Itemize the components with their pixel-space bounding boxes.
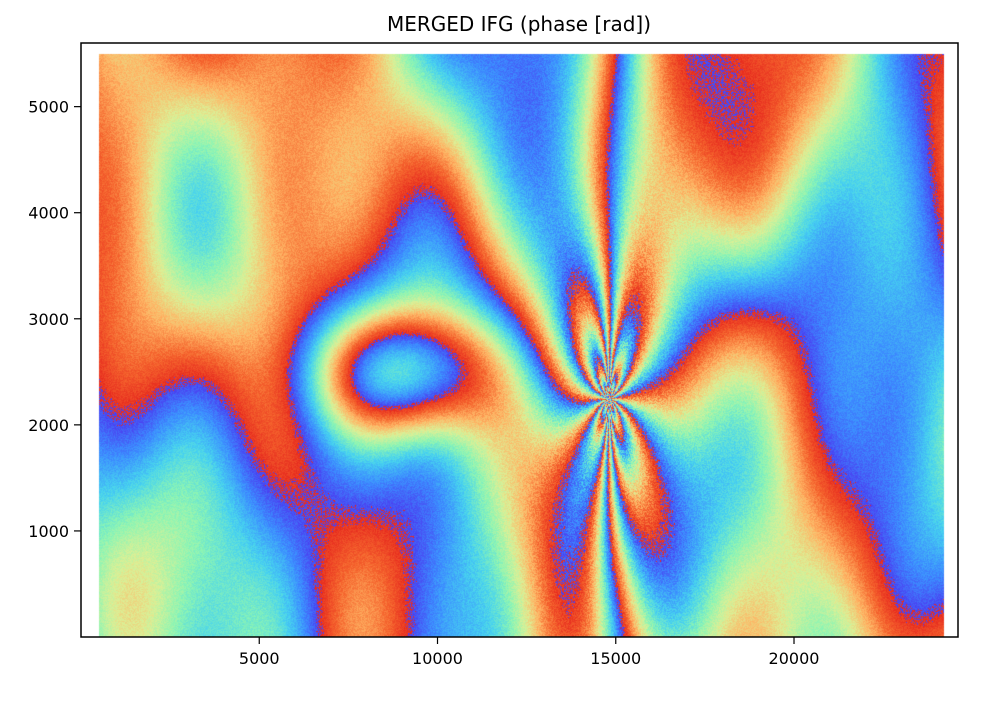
y-tick-label: 1000 [28,522,69,541]
y-tick-label: 2000 [28,416,69,435]
y-tick-label: 4000 [28,204,69,223]
plot-frame [80,42,959,638]
x-tick-label: 10000 [412,649,463,668]
heatmap-image [81,43,958,637]
x-axis: 5000 10000 15000 20000 [239,637,820,668]
chart-title: MERGED IFG (phase [rad]) [387,12,651,36]
x-tick-label: 20000 [769,649,820,668]
x-tick-label: 15000 [590,649,641,668]
y-tick-label: 5000 [28,98,69,117]
x-tick-label: 5000 [239,649,280,668]
y-tick-label: 3000 [28,310,69,329]
y-axis: 1000 2000 3000 4000 5000 [28,98,81,541]
